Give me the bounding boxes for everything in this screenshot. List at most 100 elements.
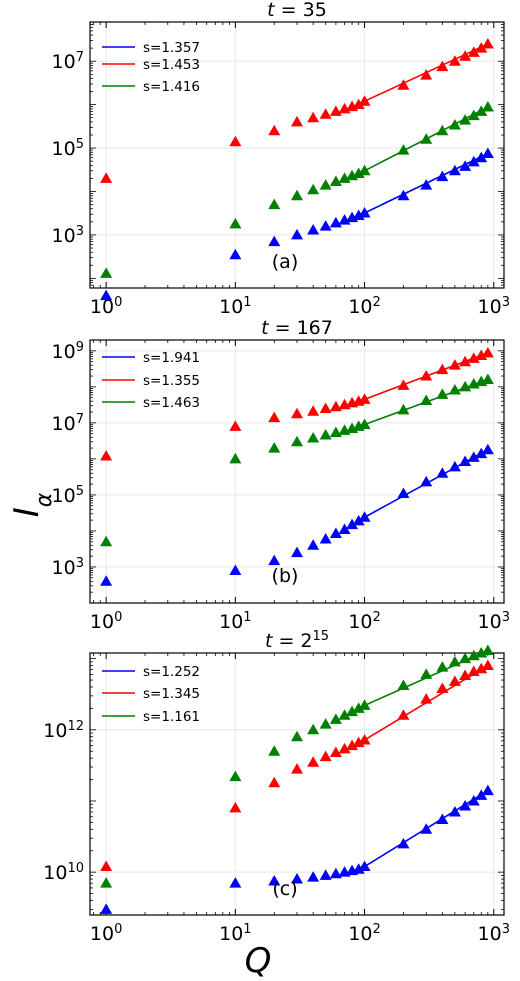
data-point (467, 352, 480, 363)
data-point (481, 644, 494, 656)
data-point (459, 114, 472, 125)
data-point (329, 175, 342, 186)
data-point (346, 705, 359, 717)
panel-title: t = 215 (265, 629, 329, 653)
data-point (436, 60, 449, 72)
data-point (329, 527, 342, 538)
data-point (420, 823, 433, 834)
data-point (100, 450, 113, 461)
data-point (268, 776, 281, 788)
data-point (459, 160, 472, 171)
data-point (420, 394, 433, 405)
data-point (291, 763, 303, 774)
data-point (467, 665, 480, 676)
data-point (448, 118, 461, 130)
plot-frame (89, 339, 505, 604)
data-point (307, 432, 320, 443)
data-point (319, 220, 332, 231)
y-tick-label: 107 (52, 411, 84, 435)
data-point (352, 863, 365, 874)
panel-b: 100 101 102 103 103 105 107 109 s=1.941 s=1.355 s=… (52, 317, 510, 633)
data-point (268, 198, 281, 210)
legend-label: s=1.453 (143, 57, 200, 73)
data-point (358, 418, 371, 430)
legend-label: s=1.463 (143, 395, 200, 411)
data-point (436, 813, 449, 824)
data-point (358, 699, 371, 710)
y-axis-label-main: I (7, 507, 47, 517)
panel-c: 100 101 102 103 1010 1012 s=1.252 s=1.345 s=1.16… (43, 629, 510, 946)
data-point (291, 873, 303, 884)
data-point (307, 756, 320, 767)
data-point (481, 443, 494, 455)
x-tick-label: 100 (90, 610, 122, 634)
x-tick-label: 102 (348, 922, 380, 946)
data-point (481, 346, 494, 358)
data-point (358, 511, 371, 522)
data-point (338, 742, 351, 754)
data-point (475, 349, 488, 361)
data-point (268, 554, 281, 566)
data-point (436, 124, 449, 136)
y-tick-label: 1012 (43, 718, 84, 742)
data-point (436, 661, 449, 672)
data-point (420, 179, 433, 190)
data-point (329, 216, 342, 228)
data-point (338, 523, 351, 534)
data-point (229, 217, 242, 229)
data-point (459, 669, 472, 680)
data-point (100, 903, 113, 914)
data-point (346, 739, 359, 751)
data-point (397, 379, 410, 390)
data-point (467, 451, 480, 462)
data-point (436, 388, 449, 399)
data-point (307, 223, 320, 235)
data-point (358, 860, 371, 872)
legend-label: s=1.941 (143, 350, 200, 366)
data-point (229, 452, 242, 464)
data-point (459, 355, 472, 367)
data-point (467, 109, 480, 121)
data-point (481, 659, 494, 671)
data-point (229, 420, 242, 431)
data-point (467, 794, 480, 806)
x-tick-label: 101 (219, 922, 251, 946)
data-point (358, 95, 371, 106)
legend-label: s=1.161 (143, 709, 200, 725)
data-point (100, 289, 113, 301)
data-point (467, 155, 480, 167)
data-point (268, 235, 281, 247)
data-point (307, 405, 320, 416)
data-point (481, 37, 494, 49)
data-point (475, 105, 488, 116)
data-point (329, 400, 342, 412)
data-point (291, 407, 303, 419)
data-point (397, 709, 410, 720)
data-point (291, 435, 303, 447)
data-point (319, 750, 332, 762)
data-point (448, 55, 461, 66)
data-point (329, 105, 342, 116)
data-point (436, 467, 449, 478)
panel-label: (b) (272, 565, 299, 587)
data-point (448, 164, 461, 176)
data-point (358, 393, 371, 404)
data-point (307, 723, 320, 735)
y-tick-label: 109 (52, 339, 84, 363)
data-point (358, 733, 371, 745)
panel-label: (a) (272, 251, 298, 273)
data-point (459, 380, 472, 392)
data-point (448, 655, 461, 667)
data-point (420, 475, 433, 487)
legend-label: s=1.252 (143, 664, 200, 680)
y-tick-label: 103 (52, 555, 84, 579)
legend-label: s=1.355 (143, 373, 200, 389)
data-point (420, 69, 433, 80)
data-point (352, 736, 365, 748)
data-point (229, 877, 242, 888)
data-point (229, 135, 242, 147)
data-point (319, 429, 332, 440)
data-point (475, 42, 488, 53)
data-point (319, 179, 332, 190)
